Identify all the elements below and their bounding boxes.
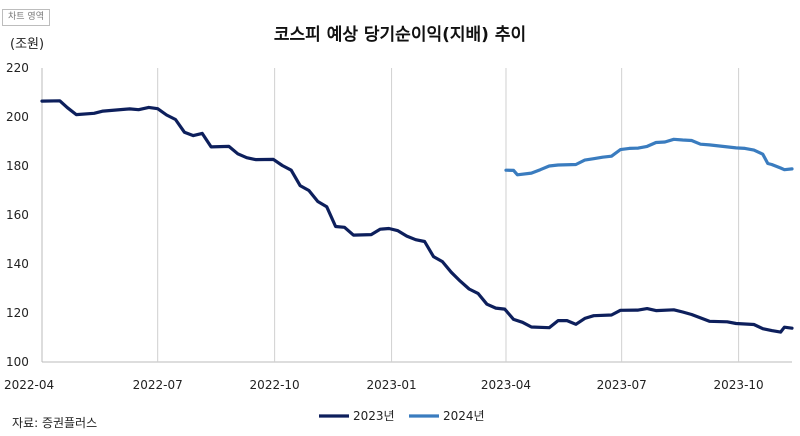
- source-note: 자료: 증권플러스: [12, 416, 98, 430]
- x-tick-label: 2022-10: [250, 378, 300, 392]
- x-tick-label: 2022-07: [133, 378, 183, 392]
- legend-label: 2024년: [443, 409, 485, 423]
- x-tick-label: 2023-07: [597, 378, 647, 392]
- y-tick-label: 140: [6, 257, 29, 271]
- series-line-1: [40, 99, 794, 334]
- x-tick-label: 2023-04: [481, 378, 531, 392]
- y-tick-label: 100: [6, 355, 29, 369]
- y-tick-label: 200: [6, 110, 29, 124]
- legend-label: 2023년: [353, 409, 395, 423]
- x-tick-label: 2023-10: [714, 378, 764, 392]
- y-tick-label: 120: [6, 306, 29, 320]
- chart-title: 코스피 예상 당기순이익(지배) 추이: [273, 25, 527, 45]
- series-line-2: [504, 137, 794, 177]
- x-tick-label: 2022-04: [4, 378, 54, 392]
- y-tick-label: 180: [6, 159, 29, 173]
- x-tick-label: 2023-01: [367, 378, 417, 392]
- y-tick-label: 160: [6, 208, 29, 222]
- chart-area-label: 차트 영역: [2, 9, 50, 26]
- y-tick-label: 220: [6, 61, 29, 75]
- y-axis-unit: (조원): [10, 37, 45, 52]
